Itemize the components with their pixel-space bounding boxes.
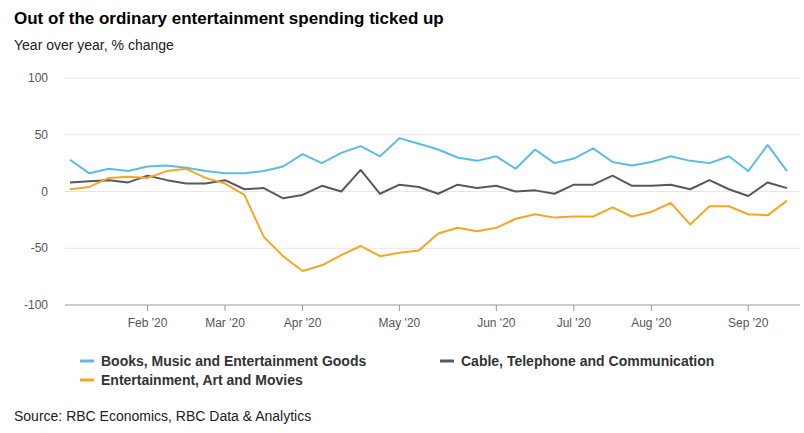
series-group	[70, 138, 787, 271]
x-tick-label: Feb '20	[128, 316, 168, 330]
x-tick-label: Apr '20	[284, 316, 322, 330]
grid-line	[65, 78, 800, 79]
x-tick	[399, 305, 400, 311]
y-tick-label: 50	[35, 128, 49, 142]
x-tick-label: Aug '20	[631, 316, 672, 330]
legend-label: Cable, Telephone and Communication	[461, 353, 714, 369]
y-axis-line	[65, 78, 66, 305]
legend-label: Books, Music and Entertainment Goods	[101, 353, 366, 369]
y-tick-label: 100	[28, 71, 48, 85]
grid-line	[65, 248, 800, 249]
subtitle: Year over year, % change	[14, 37, 174, 53]
legend-swatch	[80, 379, 94, 382]
title: Out of the ordinary entertainment spendi…	[14, 9, 444, 28]
x-tick	[496, 305, 497, 311]
source: Source: RBC Economics, RBC Data & Analyt…	[14, 408, 311, 424]
chart: Out of the ordinary entertainment spendi…	[0, 0, 804, 433]
series-line	[70, 138, 787, 173]
y-tick-label: -100	[24, 298, 48, 312]
legend-label: Entertainment, Art and Movies	[101, 372, 303, 388]
x-tick	[225, 305, 226, 311]
x-tick-label: May '20	[379, 316, 421, 330]
x-tick-label: Mar '20	[205, 316, 245, 330]
grid-line	[65, 305, 800, 306]
legend-swatch	[440, 360, 454, 363]
series-line	[70, 170, 787, 198]
x-tick-label: Sep '20	[728, 316, 769, 330]
grid-line	[65, 134, 800, 135]
x-tick	[748, 305, 749, 311]
x-tick-label: Jul '20	[557, 316, 592, 330]
x-tick	[302, 305, 303, 311]
x-tick	[651, 305, 652, 311]
x-tick-label: Jun '20	[477, 316, 516, 330]
y-tick-label: 0	[41, 185, 48, 199]
x-tick	[147, 305, 148, 311]
x-tick	[573, 305, 574, 311]
y-tick-label: -50	[31, 241, 49, 255]
series-line	[70, 169, 787, 271]
legend-swatch	[80, 360, 94, 363]
